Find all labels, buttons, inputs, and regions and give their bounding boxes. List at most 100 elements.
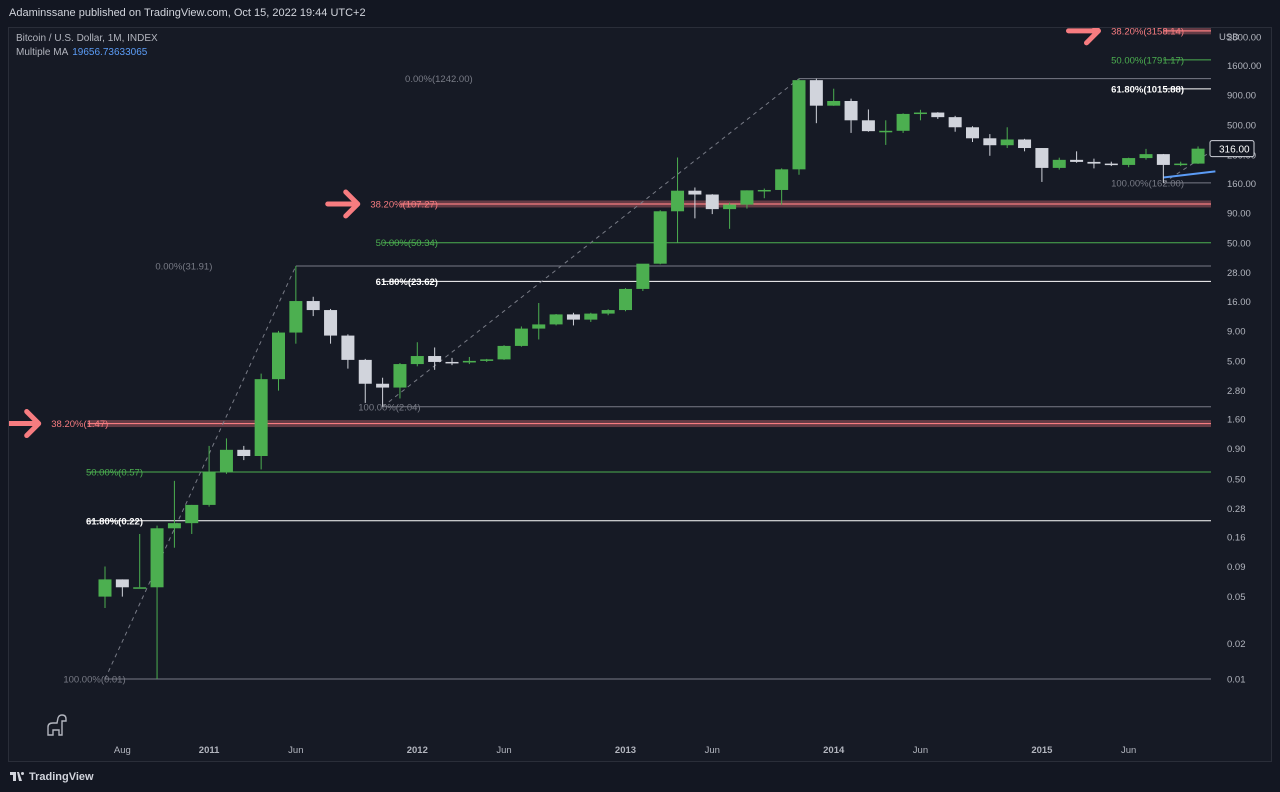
y-tick-5: 160.00	[1227, 179, 1256, 190]
candle-body-36	[723, 204, 737, 210]
symbol-title: Bitcoin / U.S. Dollar, 1M, INDEX	[16, 33, 158, 44]
candle-body-53	[1018, 139, 1032, 149]
fib-label-7: 50.00%(50.34)	[376, 238, 438, 249]
fib-label-2: 50.00%(0.57)	[86, 468, 143, 479]
trend-line-0	[104, 265, 297, 680]
candle-body-8	[237, 449, 251, 456]
tradingview-brand-label: TradingView	[29, 771, 94, 783]
candle-body-38	[757, 189, 771, 192]
x-tick-5: 2013	[615, 745, 636, 756]
arrow-path-1	[325, 189, 361, 219]
y-tick-6: 90.00	[1227, 208, 1251, 219]
candle-body-62	[1174, 163, 1188, 166]
chart-panel[interactable]: 100.00%(0.01) 61.80%(0.22) 50.00%(0.57) 38.…	[8, 27, 1272, 762]
moving-average-line	[1163, 170, 1216, 179]
candle-body-4	[167, 523, 181, 529]
candlestick-chart[interactable]: 100.00%(0.01) 61.80%(0.22) 50.00%(0.57) 38.…	[9, 28, 1271, 761]
candle-body-63	[1191, 148, 1205, 164]
x-tick-1: 2011	[199, 745, 220, 756]
candle-body-41	[809, 80, 823, 106]
last-price-box	[1209, 140, 1255, 158]
indicator-name: Multiple MA	[16, 47, 69, 58]
candle-body-27	[566, 314, 580, 320]
y-tick-10: 9.00	[1227, 326, 1246, 337]
candle-body-39	[775, 169, 789, 190]
candle-body-49	[948, 117, 962, 128]
x-tick-4: Jun	[496, 745, 511, 756]
arrow-path-0	[9, 409, 42, 439]
candle-body-34	[688, 190, 702, 195]
x-tick-7: 2014	[823, 745, 845, 756]
y-tick-7: 50.00	[1227, 239, 1251, 250]
candle-body-33	[671, 190, 685, 212]
annotation-arrow-icon-0	[9, 409, 42, 439]
candle-body-10	[272, 332, 285, 380]
candle-body-15	[358, 359, 372, 384]
candle-body-50	[966, 127, 979, 139]
candle-body-25	[532, 324, 546, 329]
candle-body-23	[497, 345, 511, 360]
candle-body-51	[983, 138, 997, 146]
fib-label-0: 100.00%(0.01)	[63, 675, 125, 686]
y-tick-15: 0.50	[1227, 474, 1246, 485]
fib-label-13: 38.20%(3158.14)	[1111, 28, 1184, 37]
y-tick-13: 1.60	[1227, 415, 1246, 426]
y-tick-11: 5.00	[1227, 356, 1246, 367]
fib-label-3: 38.20%(1.47)	[51, 419, 108, 430]
fib-label-9: 0.00%(1242.00)	[405, 74, 473, 85]
indicator-value: 19656.73633065	[72, 47, 148, 58]
candle-body-46	[896, 113, 910, 131]
annotation-arrow-icon-2	[1066, 28, 1101, 46]
x-tick-8: Jun	[913, 745, 928, 756]
trend-line-2	[1163, 148, 1216, 184]
fib-label-12: 50.00%(1791.17)	[1111, 55, 1184, 66]
candle-body-28	[584, 313, 598, 320]
y-tick-21: 0.01	[1227, 675, 1246, 686]
annotation-arrow-icon-1	[325, 189, 361, 219]
candle-body-42	[827, 100, 841, 106]
candle-body-54	[1035, 148, 1049, 168]
tradingview-brand[interactable]: TradingView	[10, 771, 94, 783]
candle-body-18	[410, 356, 424, 365]
candle-body-40	[792, 80, 806, 170]
candle-body-1	[115, 579, 129, 588]
y-tick-12: 2.80	[1227, 386, 1246, 397]
candle-body-52	[1000, 139, 1014, 146]
last-price-label: 316.00	[1219, 145, 1250, 156]
y-tick-14: 0.90	[1227, 444, 1246, 455]
candle-body-5	[185, 504, 199, 524]
candle-body-45	[879, 130, 893, 133]
y-tick-8: 28.00	[1227, 268, 1251, 279]
candle-body-16	[376, 383, 390, 388]
candle-body-17	[393, 364, 407, 388]
candle-body-48	[931, 112, 945, 118]
fib-label-8: 38.20%(107.27)	[370, 199, 438, 210]
fib-label-4: 0.00%(31.91)	[155, 262, 212, 273]
chart-legend: Bitcoin / U.S. Dollar, 1M, INDEX Multipl…	[16, 32, 158, 60]
x-tick-9: 2015	[1031, 745, 1053, 756]
candle-body-11	[289, 301, 303, 333]
dino-logo-icon[interactable]	[45, 713, 73, 737]
indicator-row: Multiple MA 19656.73633065	[16, 46, 158, 60]
candle-body-37	[740, 190, 754, 205]
candle-body-2	[133, 587, 147, 589]
candle-body-24	[514, 328, 528, 346]
candle-body-19	[428, 356, 442, 362]
candle-body-9	[254, 379, 268, 456]
candle-body-59	[1122, 158, 1136, 165]
candle-body-56	[1070, 159, 1084, 162]
y-tick-2: 900.00	[1227, 91, 1256, 102]
candle-body-26	[549, 314, 563, 325]
candle-body-21	[462, 360, 476, 363]
y-tick-20: 0.02	[1227, 639, 1246, 650]
fib-label-6: 61.80%(23.62)	[376, 277, 438, 288]
arrow-path-2	[1066, 28, 1101, 46]
fib-label-11: 61.80%(1015.88)	[1111, 84, 1184, 95]
fib-label-1: 61.80%(0.22)	[86, 516, 143, 527]
y-tick-0: 2800.00	[1227, 33, 1261, 44]
candle-body-7	[219, 449, 233, 473]
candle-body-12	[306, 301, 320, 311]
y-tick-9: 16.00	[1227, 297, 1251, 308]
bottom-bar: TradingView	[0, 762, 1280, 792]
candle-body-43	[844, 100, 858, 121]
